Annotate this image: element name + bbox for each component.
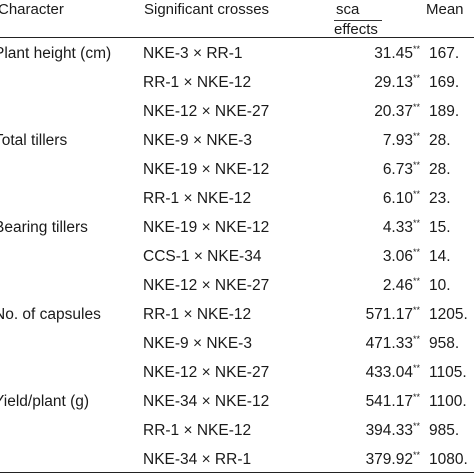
row-mean: 958. [429,335,460,352]
row-cross: CCS-1 × NKE-34 [143,248,262,265]
row-character: Yield/plant (g) [0,393,90,410]
significance-mark: ** [412,305,420,315]
row-mean: 169. [429,74,460,91]
row-sca-effect: 394.33** [366,422,420,440]
effect-value: 379.92 [365,451,413,468]
significance-mark: ** [412,421,420,431]
significance-mark: ** [412,160,420,170]
effect-value: 541.17 [365,393,413,410]
row-cross: RR-1 × NKE-12 [143,74,252,91]
significance-mark: ** [412,450,420,460]
row-mean: 14. [429,248,451,265]
effect-value: 3.06 [382,248,413,265]
effect-value: 31.45 [374,45,413,62]
row-cross: NKE-19 × NKE-12 [143,161,270,178]
row-cross: NKE-34 × RR-1 [143,451,252,468]
significance-mark: ** [412,276,420,286]
row-mean: 1205. [429,306,468,323]
row-cross: NKE-12 × NKE-27 [143,277,270,294]
significance-mark: ** [412,73,420,83]
bottom-rule [0,472,474,473]
row-mean: 1080. [429,451,468,468]
row-cross: NKE-12 × NKE-27 [143,103,270,120]
significance-mark: ** [412,247,420,257]
effect-value: 2.46 [382,277,413,294]
row-sca-effect: 541.17** [366,393,420,411]
header-character: Character [0,1,64,18]
significance-mark: ** [412,334,420,344]
significance-mark: ** [412,218,420,228]
significance-mark: ** [412,131,420,141]
effect-value: 471.33 [365,335,413,352]
significance-mark: ** [412,44,420,54]
significance-mark: ** [412,189,420,199]
row-cross: NKE-9 × NKE-3 [143,132,252,149]
row-sca-effect: 433.04** [366,364,420,382]
row-sca-effect: 4.33** [383,219,420,237]
row-character: Bearing tillers [0,219,88,236]
row-mean: 189. [429,103,460,120]
effect-value: 20.37 [374,103,413,120]
effect-value: 433.04 [365,364,413,381]
header-strike-line [334,20,382,21]
header-sca: sca [336,1,360,18]
row-cross: NKE-34 × NKE-12 [143,393,270,410]
effect-value: 6.73 [382,161,413,178]
effect-value: 6.10 [382,190,413,207]
row-cross: NKE-19 × NKE-12 [143,219,270,236]
effect-value: 4.33 [382,219,413,236]
row-cross: RR-1 × NKE-12 [143,306,252,323]
row-sca-effect: 571.17** [366,306,420,324]
row-character: No. of capsules [0,306,101,323]
header-mean: Mean [426,1,464,18]
row-sca-effect: 7.93** [383,132,420,150]
row-sca-effect: 6.73** [383,161,420,179]
row-sca-effect: 20.37** [374,103,420,121]
row-sca-effect: 2.46** [383,277,420,295]
row-sca-effect: 3.06** [383,248,420,266]
row-mean: 1100. [429,393,467,410]
row-mean: 985. [429,422,460,439]
effect-value: 394.33 [365,422,413,439]
row-cross: NKE-3 × RR-1 [143,45,243,62]
header-significant-crosses: Significant crosses [144,1,270,18]
effect-value: 29.13 [374,74,413,91]
row-sca-effect: 379.92** [366,451,420,469]
header-effects: effects [334,21,378,38]
row-sca-effect: 29.13** [374,74,420,92]
row-mean: 28. [429,132,451,149]
row-cross: RR-1 × NKE-12 [143,190,252,207]
row-cross: NKE-12 × NKE-27 [143,364,270,381]
row-sca-effect: 471.33** [366,335,420,353]
significance-mark: ** [412,392,420,402]
row-mean: 28. [429,161,451,178]
header-rule [0,37,474,38]
row-mean: 23. [429,190,451,207]
row-character: Plant height (cm) [0,45,112,62]
effect-value: 7.93 [382,132,413,149]
row-character: Total tillers [0,132,68,149]
row-mean: 1105. [429,364,467,381]
row-sca-effect: 6.10** [383,190,420,208]
significance-mark: ** [412,102,420,112]
row-cross: RR-1 × NKE-12 [143,422,252,439]
row-sca-effect: 31.45** [374,45,420,63]
significance-mark: ** [412,363,420,373]
effect-value: 571.17 [365,306,413,323]
row-mean: 10. [429,277,451,294]
row-cross: NKE-9 × NKE-3 [143,335,252,352]
row-mean: 15. [429,219,451,236]
row-mean: 167. [429,45,460,62]
